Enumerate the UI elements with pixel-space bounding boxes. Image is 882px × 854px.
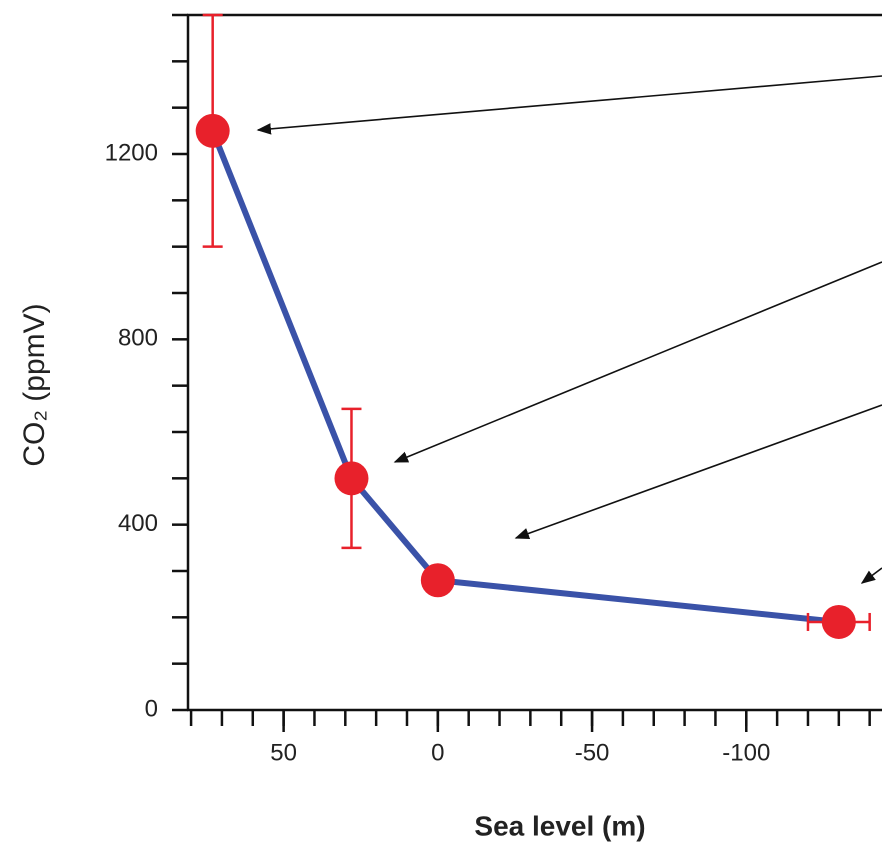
y-tick-label: 400 (118, 510, 158, 537)
data-point (334, 461, 369, 496)
data-point (821, 604, 856, 639)
y-tick-label: 1200 (105, 139, 158, 166)
plot-area: 0 400 800 1200 50 0 -50 -100 (105, 13, 882, 766)
data-line (209, 129, 840, 625)
arrow (393, 261, 882, 463)
x-tick-label: 50 (270, 739, 297, 766)
annotation-arrows (256, 75, 882, 584)
arrow (860, 567, 882, 584)
y-tick-label: 800 (118, 325, 158, 352)
y-axis-label: CO₂ (ppmV) (18, 303, 51, 466)
arrow (514, 404, 882, 539)
data-point (195, 113, 230, 148)
x-tick-label: -100 (722, 739, 770, 766)
x-axis-label: Sea level (m) (474, 810, 645, 841)
x-tick-label: 0 (431, 739, 444, 766)
x-tick-label: -50 (575, 739, 610, 766)
arrow (256, 75, 882, 135)
y-tick-label: 0 (145, 695, 158, 722)
data-point (420, 563, 455, 598)
